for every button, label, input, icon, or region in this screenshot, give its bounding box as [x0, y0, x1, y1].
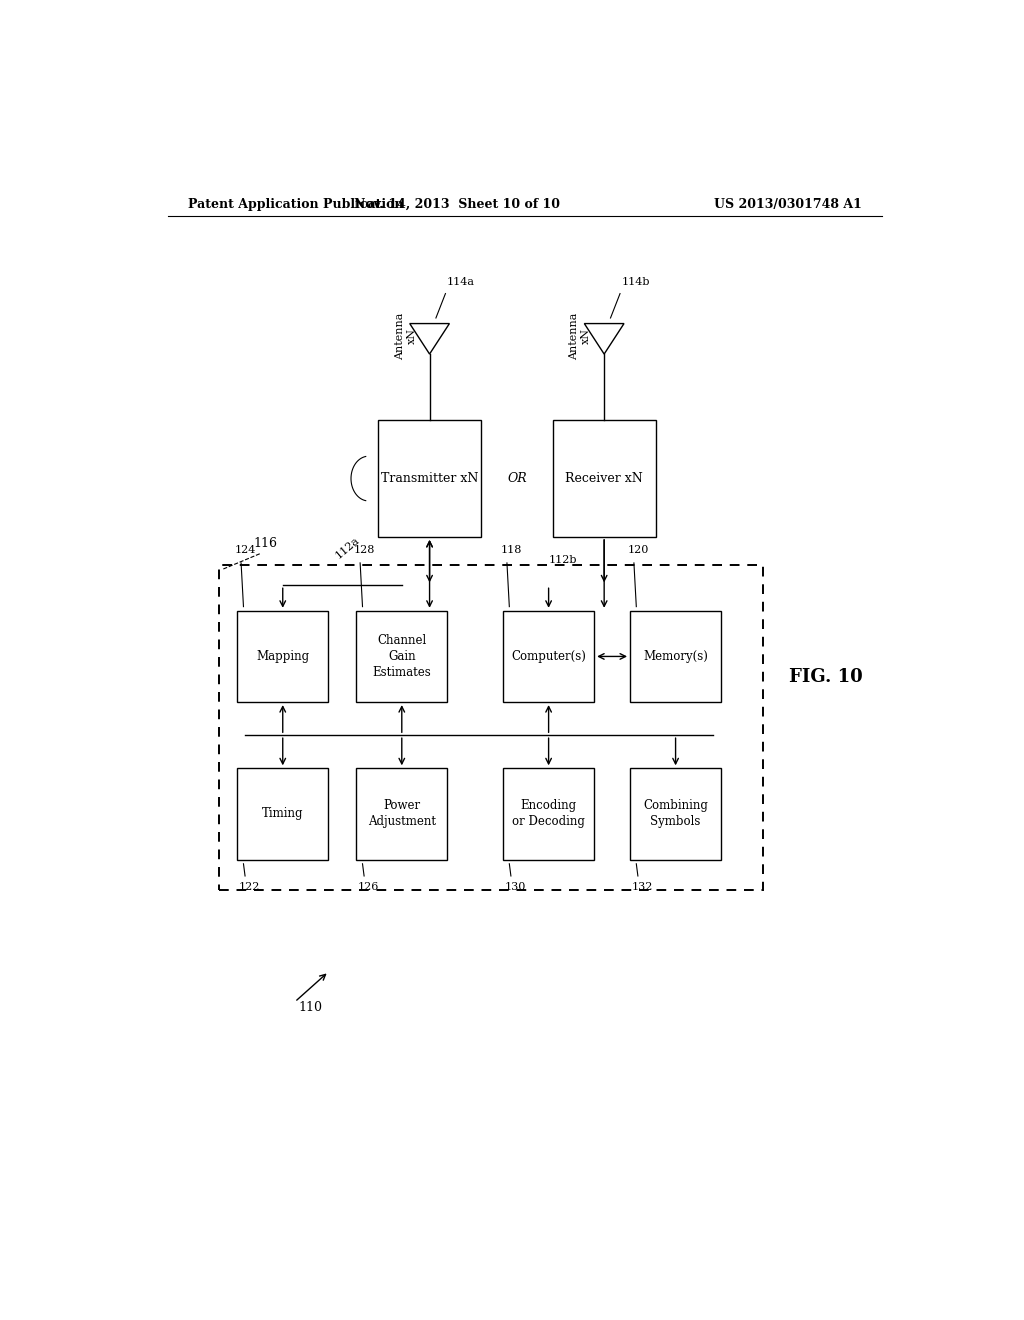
Text: 122: 122 — [239, 882, 260, 892]
Bar — [378, 420, 481, 537]
Text: 112a: 112a — [333, 535, 361, 560]
Bar — [238, 768, 329, 859]
Text: 128: 128 — [353, 545, 375, 554]
Text: Mapping: Mapping — [256, 649, 309, 663]
Text: Combining
Symbols: Combining Symbols — [643, 800, 708, 829]
Text: Memory(s): Memory(s) — [643, 649, 708, 663]
Text: 132: 132 — [632, 882, 653, 892]
Text: Power
Adjustment: Power Adjustment — [368, 800, 436, 829]
Text: Encoding
or Decoding: Encoding or Decoding — [512, 800, 585, 829]
Bar — [238, 611, 329, 702]
Text: 112b: 112b — [549, 556, 578, 565]
Text: 124: 124 — [234, 545, 256, 554]
Text: 126: 126 — [357, 882, 379, 892]
Text: OR: OR — [507, 473, 526, 484]
Text: 118: 118 — [501, 545, 522, 554]
Bar — [630, 768, 721, 859]
Text: Channel
Gain
Estimates: Channel Gain Estimates — [373, 634, 431, 678]
Text: 120: 120 — [628, 545, 649, 554]
Text: US 2013/0301748 A1: US 2013/0301748 A1 — [714, 198, 862, 211]
Text: Timing: Timing — [262, 808, 303, 821]
Text: 130: 130 — [505, 882, 526, 892]
Bar — [356, 611, 447, 702]
Text: Receiver xN: Receiver xN — [565, 473, 643, 484]
Bar — [553, 420, 655, 537]
Text: 114b: 114b — [622, 277, 650, 288]
Text: 116: 116 — [253, 537, 278, 549]
Text: Antenna
xN: Antenna xN — [569, 313, 591, 360]
Bar — [356, 768, 447, 859]
Text: Transmitter xN: Transmitter xN — [381, 473, 478, 484]
Text: 114a: 114a — [447, 277, 475, 288]
Text: Patent Application Publication: Patent Application Publication — [187, 198, 403, 211]
Text: FIG. 10: FIG. 10 — [790, 668, 863, 686]
Bar — [503, 768, 594, 859]
Text: Nov. 14, 2013  Sheet 10 of 10: Nov. 14, 2013 Sheet 10 of 10 — [354, 198, 560, 211]
Text: Computer(s): Computer(s) — [511, 649, 586, 663]
Text: Antenna
xN: Antenna xN — [395, 313, 417, 360]
Bar — [630, 611, 721, 702]
Text: 110: 110 — [299, 1001, 323, 1014]
Bar — [219, 565, 763, 890]
Bar — [503, 611, 594, 702]
